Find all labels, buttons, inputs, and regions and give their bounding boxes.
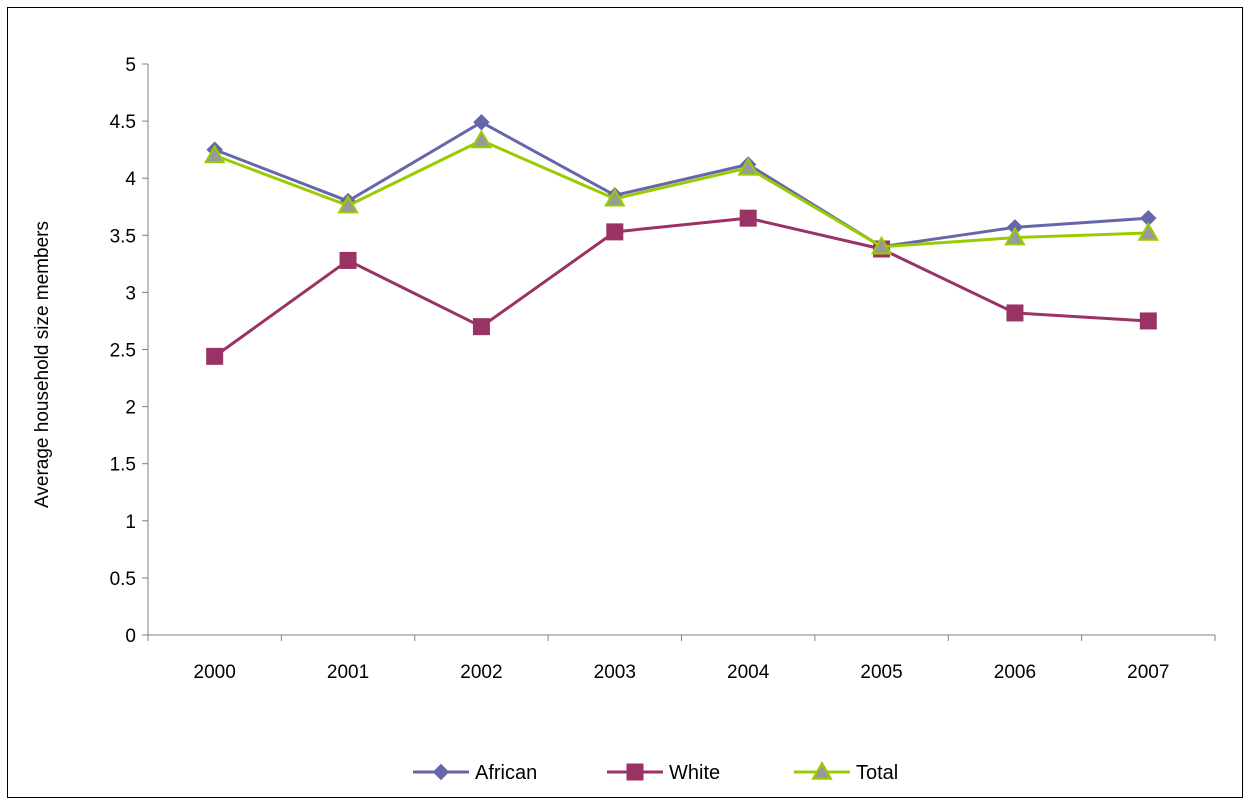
data-point-total	[604, 187, 626, 207]
x-tick-label: 2003	[594, 662, 636, 683]
legend-marker-african	[432, 763, 450, 781]
series-line-total	[214, 139, 1149, 249]
y-tick-label: 3	[125, 283, 136, 304]
legend-label-white: White	[669, 762, 720, 784]
y-tick-label: 4	[125, 169, 136, 190]
y-tick-label: 1	[125, 512, 136, 533]
series-total	[203, 129, 1160, 255]
data-point-african	[473, 114, 490, 131]
x-axis: 2000 2001 2002 2003 2004 2005 2006 2007	[147, 634, 1216, 683]
x-tick-label: 2004	[727, 662, 770, 683]
data-point-white	[339, 251, 357, 269]
x-tick-label: 2005	[860, 662, 902, 683]
y-tick-label: 5	[125, 55, 136, 76]
legend-item-total: Total	[794, 760, 898, 784]
y-axis-title: Average household size members	[32, 221, 53, 508]
legend-label-african: African	[475, 762, 537, 784]
series-line-african	[214, 120, 1149, 249]
y-tick-label: 2	[125, 398, 136, 419]
y-tick-label: 1.5	[110, 455, 136, 476]
legend-item-white: White	[607, 762, 720, 784]
data-point-white	[1006, 304, 1024, 322]
series-line-white	[213, 216, 1149, 358]
data-point-total	[1004, 226, 1026, 246]
x-tick-label: 2001	[327, 662, 369, 683]
y-tick-label: 2.5	[110, 341, 136, 362]
y-tick-label: 3.5	[110, 226, 136, 247]
legend-label-total: Total	[856, 762, 898, 784]
series-layer	[203, 114, 1160, 365]
legend-marker-total	[811, 760, 833, 780]
chart-frame	[7, 7, 1243, 798]
x-tick-label: 2006	[994, 662, 1036, 683]
y-tick-label: 4.5	[110, 112, 136, 133]
series-white	[206, 209, 1157, 365]
x-tick-label: 2007	[1127, 662, 1169, 683]
legend-marker-white	[626, 763, 644, 781]
data-point-white	[739, 209, 757, 227]
x-tick-label: 2000	[194, 662, 236, 683]
data-point-total	[470, 129, 493, 149]
data-point-white	[1139, 312, 1157, 330]
data-point-total	[737, 156, 759, 176]
data-point-total	[870, 235, 893, 255]
y-tick-label: 0.5	[110, 569, 136, 590]
legend: African White Total	[413, 760, 898, 784]
y-tick-label: 0	[125, 626, 136, 647]
data-point-white	[472, 318, 490, 336]
data-point-total	[1137, 222, 1160, 241]
legend-item-african: African	[413, 762, 537, 784]
data-point-white	[606, 223, 624, 241]
x-tick-label: 2002	[460, 662, 502, 683]
data-point-total	[337, 194, 359, 214]
data-point-total	[203, 144, 226, 164]
y-axis: 0 0.5 1 1.5 2 2.5 3 3.5 4 4.5 5	[110, 55, 149, 647]
data-point-white	[206, 347, 224, 365]
